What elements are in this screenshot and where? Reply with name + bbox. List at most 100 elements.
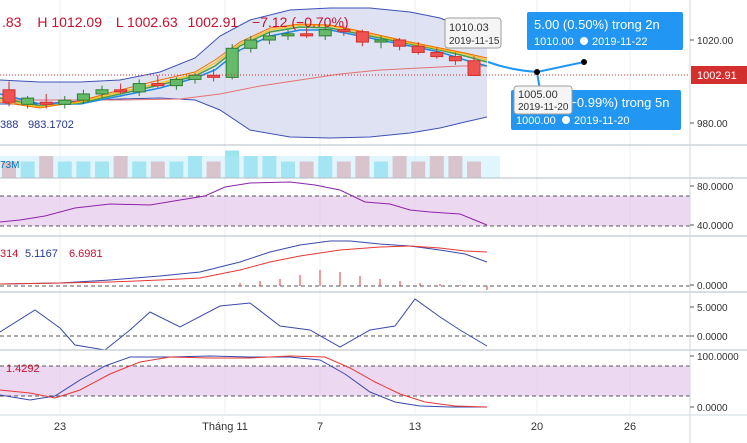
momentum-line — [0, 298, 488, 351]
candle-body — [207, 74, 221, 78]
candle-body — [132, 83, 146, 93]
marker-top-date: 2019-11-15 — [449, 36, 500, 47]
volume-area — [0, 156, 500, 178]
candle-body — [374, 39, 388, 43]
volume-bar — [39, 156, 54, 178]
macd-value-1: 314 — [0, 248, 18, 260]
candle-body — [337, 29, 351, 33]
volume-bar — [429, 156, 444, 178]
candle-body — [393, 39, 407, 47]
marker-top-label[interactable]: 1010.03 2019-11-15 — [444, 17, 502, 49]
band-value-2: 983.1702 — [28, 119, 74, 131]
candle-body — [281, 33, 295, 37]
candle-body — [244, 39, 258, 49]
ohlc-low-label: L — [116, 14, 124, 30]
volume-bar — [243, 156, 258, 178]
candle-body — [411, 45, 425, 53]
candle-body — [114, 89, 128, 93]
marker-top-value: 1010.03 — [449, 22, 489, 34]
volume-bar — [467, 161, 481, 178]
volume-bar — [411, 161, 426, 178]
candle-body — [355, 31, 369, 43]
x-tick-label: 20 — [531, 421, 543, 433]
volume-bar — [336, 161, 351, 178]
forecast-point-up — [581, 59, 587, 65]
stoch-d-line — [0, 355, 488, 408]
ohlc-low: 1002.63 — [127, 14, 178, 30]
marker-bottom-value: 1005.00 — [518, 89, 558, 101]
y-tick-label: 0.0000 — [697, 332, 728, 343]
stoch-value: 1.4292 — [6, 363, 40, 375]
candle-body — [151, 83, 165, 87]
volume-bar — [299, 161, 314, 178]
candle-body — [225, 47, 239, 78]
x-tick-label: 13 — [409, 421, 421, 433]
forecast-up-callout[interactable]: 5.00 (0.50%) trong 2n 1010.00 2019-11-22 — [527, 12, 683, 50]
volume-bars — [0, 150, 500, 178]
ohlc-change: −7.12 (−0.70%) — [252, 14, 349, 30]
price-tag: 1002.91 — [691, 66, 747, 84]
volume-bar — [113, 156, 128, 178]
candle-body — [188, 74, 202, 80]
y-tick-label: 980.00 — [697, 119, 728, 130]
ohlc-high: 1012.09 — [51, 14, 102, 30]
y-tick-label: 40.0000 — [697, 221, 734, 232]
volume-bar — [262, 156, 277, 178]
volume-bar — [355, 156, 370, 178]
forecast-down-text: (−0.99%) trong 5n — [565, 95, 669, 110]
band-middle-line — [0, 65, 487, 101]
y-tick-label: 100.0000 — [697, 352, 739, 363]
x-axis-labels: 23 Tháng 11 7 13 20 26 — [54, 421, 636, 433]
ohlc-high-label: H — [37, 14, 47, 30]
volume-bar — [20, 161, 35, 178]
forecast-up-date: 2019-11-22 — [592, 36, 647, 48]
stoch-band — [0, 366, 690, 396]
forecast-down-value: 1000.00 — [516, 115, 556, 127]
macd-histogram — [239, 270, 488, 290]
volume-bar — [95, 161, 109, 178]
candle-body — [300, 33, 314, 37]
volume-label: 73M — [0, 160, 19, 171]
candle-body — [430, 51, 444, 58]
marker-bottom-label[interactable]: 1005.00 2019-11-20 — [513, 85, 573, 115]
x-tick-label: Tháng 11 — [202, 421, 248, 433]
macd-signal-line — [0, 245, 488, 285]
stoch-k-line — [0, 355, 487, 408]
x-tick-label: 23 — [54, 421, 66, 433]
x-tick-label: 7 — [317, 421, 323, 433]
volume-bar — [169, 161, 184, 178]
band-value-1: 388 — [0, 119, 18, 131]
clock-icon — [562, 116, 570, 124]
volume-bar — [150, 161, 165, 178]
macd-value-3: 6.6981 — [69, 248, 103, 260]
volume-bar — [188, 156, 202, 178]
volume-bar — [2, 161, 16, 178]
x-tick-label: 26 — [624, 421, 636, 433]
y-tick-label: 0.0000 — [697, 281, 728, 292]
volume-bar — [374, 161, 388, 178]
volume-bar — [206, 161, 221, 178]
forecast-down-date: 2019-11-20 — [574, 115, 629, 127]
macd-value-2: 5.1167 — [25, 248, 58, 260]
ohlc-header: .83 H 1012.09 L 1002.63 1002.91 −7.12 (−… — [2, 14, 349, 30]
volume-bar — [132, 161, 147, 178]
forecast-up-value: 1010.00 — [534, 36, 574, 48]
volume-bar — [225, 150, 240, 178]
rsi-line — [0, 181, 488, 226]
y-tick-label: 5.0000 — [697, 303, 728, 314]
candle-body — [2, 89, 16, 103]
volume-bar — [318, 156, 333, 178]
candle-body — [318, 29, 332, 37]
candle-body — [262, 35, 276, 41]
macd-line — [0, 240, 488, 285]
forecast-up-text: 5.00 (0.50%) trong 2n — [534, 17, 660, 32]
candle-body — [76, 93, 90, 101]
candlesticks — [2, 25, 481, 109]
forecast-point-mid — [534, 69, 540, 75]
candle-body — [39, 101, 53, 105]
volume-bar — [76, 161, 91, 178]
volume-bar — [392, 156, 407, 178]
marker-bottom-date: 2019-11-20 — [518, 102, 569, 113]
y-tick-label: 0.0000 — [697, 403, 728, 414]
y-tick-label: 80.0000 — [697, 182, 734, 193]
